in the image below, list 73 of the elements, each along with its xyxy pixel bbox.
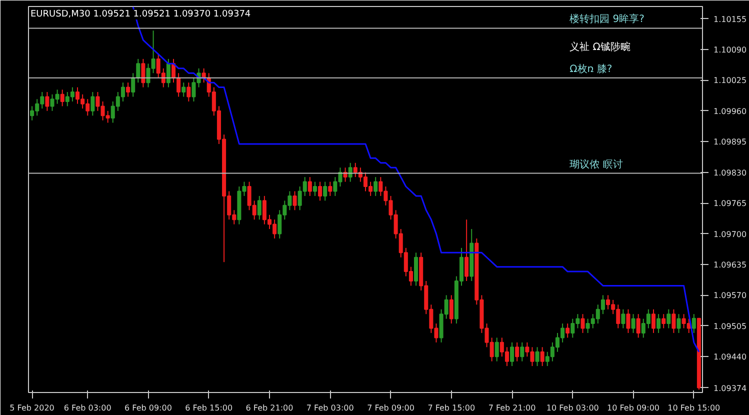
candlestick — [651, 308, 656, 334]
ref-line-label: Ω枚ռ 膝? — [570, 62, 612, 75]
y-tick-label: 1.09700 — [714, 230, 747, 239]
candlestick — [257, 195, 262, 220]
candlestick — [328, 181, 332, 196]
candlestick — [374, 176, 378, 196]
candlestick — [666, 308, 671, 329]
candlestick — [621, 308, 626, 329]
candlestick — [566, 323, 570, 338]
candlestick — [60, 89, 64, 107]
candlestick — [126, 82, 130, 98]
candlestick — [540, 346, 544, 367]
x-tick-label: 6 Feb 15:00 — [185, 404, 233, 412]
candlestick — [45, 92, 50, 112]
candlestick — [494, 337, 499, 362]
y-tick-label: 1.09895 — [714, 138, 747, 147]
candlestick — [449, 294, 454, 324]
candlestick — [515, 342, 520, 362]
candlestick — [692, 314, 696, 334]
y-tick-label: 1.09374 — [714, 384, 747, 393]
candlestick — [186, 82, 191, 102]
y-tick-label: 1.10155 — [714, 14, 747, 24]
candlestick — [656, 314, 661, 334]
x-tick-label: 7 Feb 09:00 — [367, 404, 414, 412]
x-tick-label: 7 Feb 15:00 — [428, 404, 476, 412]
x-tick-label: 10 Feb 03:00 — [546, 404, 599, 412]
x-tick-label: 6 Feb 09:00 — [124, 404, 172, 412]
candlestick — [182, 82, 186, 98]
y-tick-label: 1.09960 — [714, 106, 747, 116]
x-tick-label: 10 Feb 09:00 — [607, 404, 660, 412]
y-tick-label: 1.10090 — [714, 45, 747, 54]
y-tick-label: 1.09505 — [714, 322, 747, 331]
x-tick-label: 6 Feb 03:00 — [64, 404, 112, 412]
y-tick-label: 1.10025 — [714, 76, 747, 86]
x-tick-label: 7 Feb 21:00 — [488, 404, 536, 412]
candlestick — [464, 219, 469, 282]
candlestick — [141, 58, 146, 88]
candlestick — [131, 72, 136, 98]
candlestick — [535, 346, 540, 367]
candlestick — [166, 58, 170, 88]
ref-line-label: 楼转扣园 9眸享? — [570, 13, 644, 26]
candlestick — [510, 342, 514, 367]
candlestick — [308, 176, 312, 196]
y-tick-label: 1.09765 — [714, 199, 747, 208]
x-tick-label: 7 Feb 03:00 — [306, 404, 354, 412]
candlestick — [662, 314, 666, 329]
candlestick — [136, 58, 140, 84]
candlestick — [520, 342, 524, 362]
candlestick — [631, 314, 636, 334]
chart-title: EURUSD,M30 1.09521 1.09521 1.09370 1.09374 — [30, 10, 251, 20]
y-tick-label: 1.09440 — [714, 352, 747, 362]
x-tick-label: 10 Feb 15:00 — [668, 404, 720, 412]
candlestick — [580, 314, 585, 334]
y-tick-label: 1.09570 — [714, 291, 747, 300]
candlestick — [672, 308, 676, 334]
candlestick — [676, 314, 681, 334]
ref-line-label: 瑚议侬 瞑讨 — [570, 158, 623, 170]
y-tick-label: 1.09635 — [714, 260, 747, 270]
candlestick — [626, 308, 630, 334]
candlestick — [176, 72, 181, 98]
candlestick — [90, 92, 95, 116]
candlestick — [292, 190, 297, 211]
x-tick-label: 6 Feb 21:00 — [246, 404, 294, 412]
candlestick — [318, 181, 322, 202]
candlestick — [348, 162, 352, 182]
candlestick — [414, 252, 418, 286]
y-tick-label: 1.09830 — [714, 168, 747, 178]
annotation: 义祉 Ω铖陟畹 — [570, 40, 630, 53]
candlestick — [323, 181, 328, 202]
line-series — [132, 6, 700, 353]
candlestick — [312, 181, 317, 196]
x-tick-label: 5 Feb 2020 — [10, 404, 54, 412]
candlestick — [636, 314, 640, 338]
